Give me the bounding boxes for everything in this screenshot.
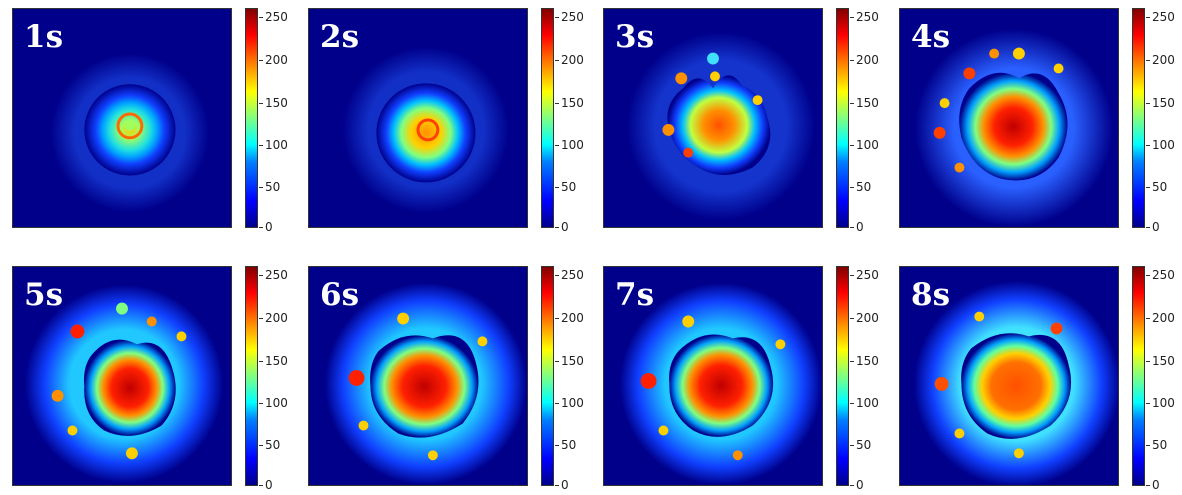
panel-1s: 1s 250 200 150 100 50 0 — [12, 8, 302, 234]
tick-label: 200 — [1152, 53, 1175, 67]
heatmap-image — [12, 8, 232, 228]
tick-label: 50 — [856, 438, 872, 452]
panel-2s: 2s 250 200 150 100 50 0 — [308, 8, 598, 234]
tick-label: 100 — [1152, 396, 1175, 410]
tick-label: 150 — [265, 354, 288, 368]
tick-label: 100 — [561, 396, 584, 410]
time-label: 2s — [320, 19, 360, 55]
colorbar: 250 200 150 100 50 0 — [541, 266, 584, 491]
colorbar: 250 200 150 100 50 0 — [836, 8, 879, 233]
heatmap-svg — [604, 9, 822, 227]
tick-label: 100 — [1152, 138, 1175, 152]
tick-label: 150 — [1152, 354, 1175, 368]
heatmap-image — [308, 8, 528, 228]
tick-label: 250 — [856, 10, 879, 24]
tick-label: 0 — [1152, 220, 1160, 234]
colorbar: 250 200 150 100 50 0 — [541, 8, 584, 233]
heatmap-image — [12, 266, 232, 486]
heatmap-svg — [900, 9, 1118, 227]
tick-label: 250 — [561, 10, 584, 24]
tick-label: 0 — [1152, 478, 1160, 492]
tick-label: 100 — [265, 396, 288, 410]
panel-4s: 4s 250 200 150 100 50 0 — [899, 8, 1182, 234]
time-label: 6s — [320, 277, 360, 313]
tick-label: 250 — [856, 268, 879, 282]
panel-3s: 3s 250 200 150 100 50 0 — [603, 8, 893, 234]
heatmap-svg — [604, 267, 822, 485]
tick-label: 0 — [265, 220, 273, 234]
tick-label: 0 — [561, 478, 569, 492]
colorbar: 250 200 150 100 50 0 — [1132, 266, 1175, 491]
time-label: 1s — [24, 19, 64, 55]
heatmap-svg — [13, 9, 231, 227]
heatmap-image — [899, 266, 1119, 486]
tick-label: 100 — [856, 138, 879, 152]
heatmap-svg — [900, 267, 1118, 485]
tick-label: 0 — [561, 220, 569, 234]
tick-label: 50 — [1152, 438, 1168, 452]
tick-label: 0 — [856, 478, 864, 492]
tick-label: 200 — [265, 311, 288, 325]
time-label: 5s — [24, 277, 64, 313]
colorbar: 250 200 150 100 50 0 — [245, 8, 288, 233]
heatmap-image — [308, 266, 528, 486]
tick-label: 200 — [561, 311, 584, 325]
heatmap-image — [603, 8, 823, 228]
panel-5s: 5s 250 200 150 100 50 0 — [12, 266, 302, 492]
tick-label: 150 — [561, 354, 584, 368]
tick-label: 150 — [856, 96, 879, 110]
panel-8s: 8s 250 200 150 100 50 0 — [899, 266, 1182, 492]
tick-label: 150 — [856, 354, 879, 368]
heatmap-svg — [309, 267, 527, 485]
tick-label: 200 — [265, 53, 288, 67]
colorbar: 250 200 150 100 50 0 — [836, 266, 879, 491]
tick-label: 200 — [1152, 311, 1175, 325]
panel-7s: 7s 250 200 150 100 50 0 — [603, 266, 893, 492]
tick-label: 150 — [561, 96, 584, 110]
tick-label: 150 — [265, 96, 288, 110]
heatmap-image — [899, 8, 1119, 228]
tick-label: 250 — [1152, 268, 1175, 282]
colorbar: 250 200 150 100 50 0 — [245, 266, 288, 491]
tick-label: 250 — [1152, 10, 1175, 24]
tick-label: 50 — [856, 180, 872, 194]
tick-label: 200 — [856, 53, 879, 67]
colorbar: 250 200 150 100 50 0 — [1132, 8, 1175, 233]
time-label: 8s — [911, 277, 951, 313]
tick-label: 0 — [856, 220, 864, 234]
tick-label: 250 — [265, 268, 288, 282]
tick-label: 100 — [856, 396, 879, 410]
tick-label: 0 — [265, 478, 273, 492]
tick-label: 200 — [856, 311, 879, 325]
tick-label: 50 — [265, 438, 281, 452]
heatmap-svg — [13, 267, 231, 485]
tick-label: 50 — [561, 180, 577, 194]
tick-label: 50 — [561, 438, 577, 452]
tick-label: 200 — [561, 53, 584, 67]
heatmap-image — [603, 266, 823, 486]
tick-label: 250 — [561, 268, 584, 282]
tick-label: 150 — [1152, 96, 1175, 110]
tick-label: 100 — [561, 138, 584, 152]
heatmap-svg — [309, 9, 527, 227]
time-label: 7s — [615, 277, 655, 313]
time-label: 4s — [911, 19, 951, 55]
panel-6s: 6s 250 200 150 100 50 0 — [308, 266, 598, 492]
tick-label: 250 — [265, 10, 288, 24]
time-label: 3s — [615, 19, 655, 55]
tick-label: 50 — [1152, 180, 1168, 194]
tick-label: 100 — [265, 138, 288, 152]
tick-label: 50 — [265, 180, 281, 194]
